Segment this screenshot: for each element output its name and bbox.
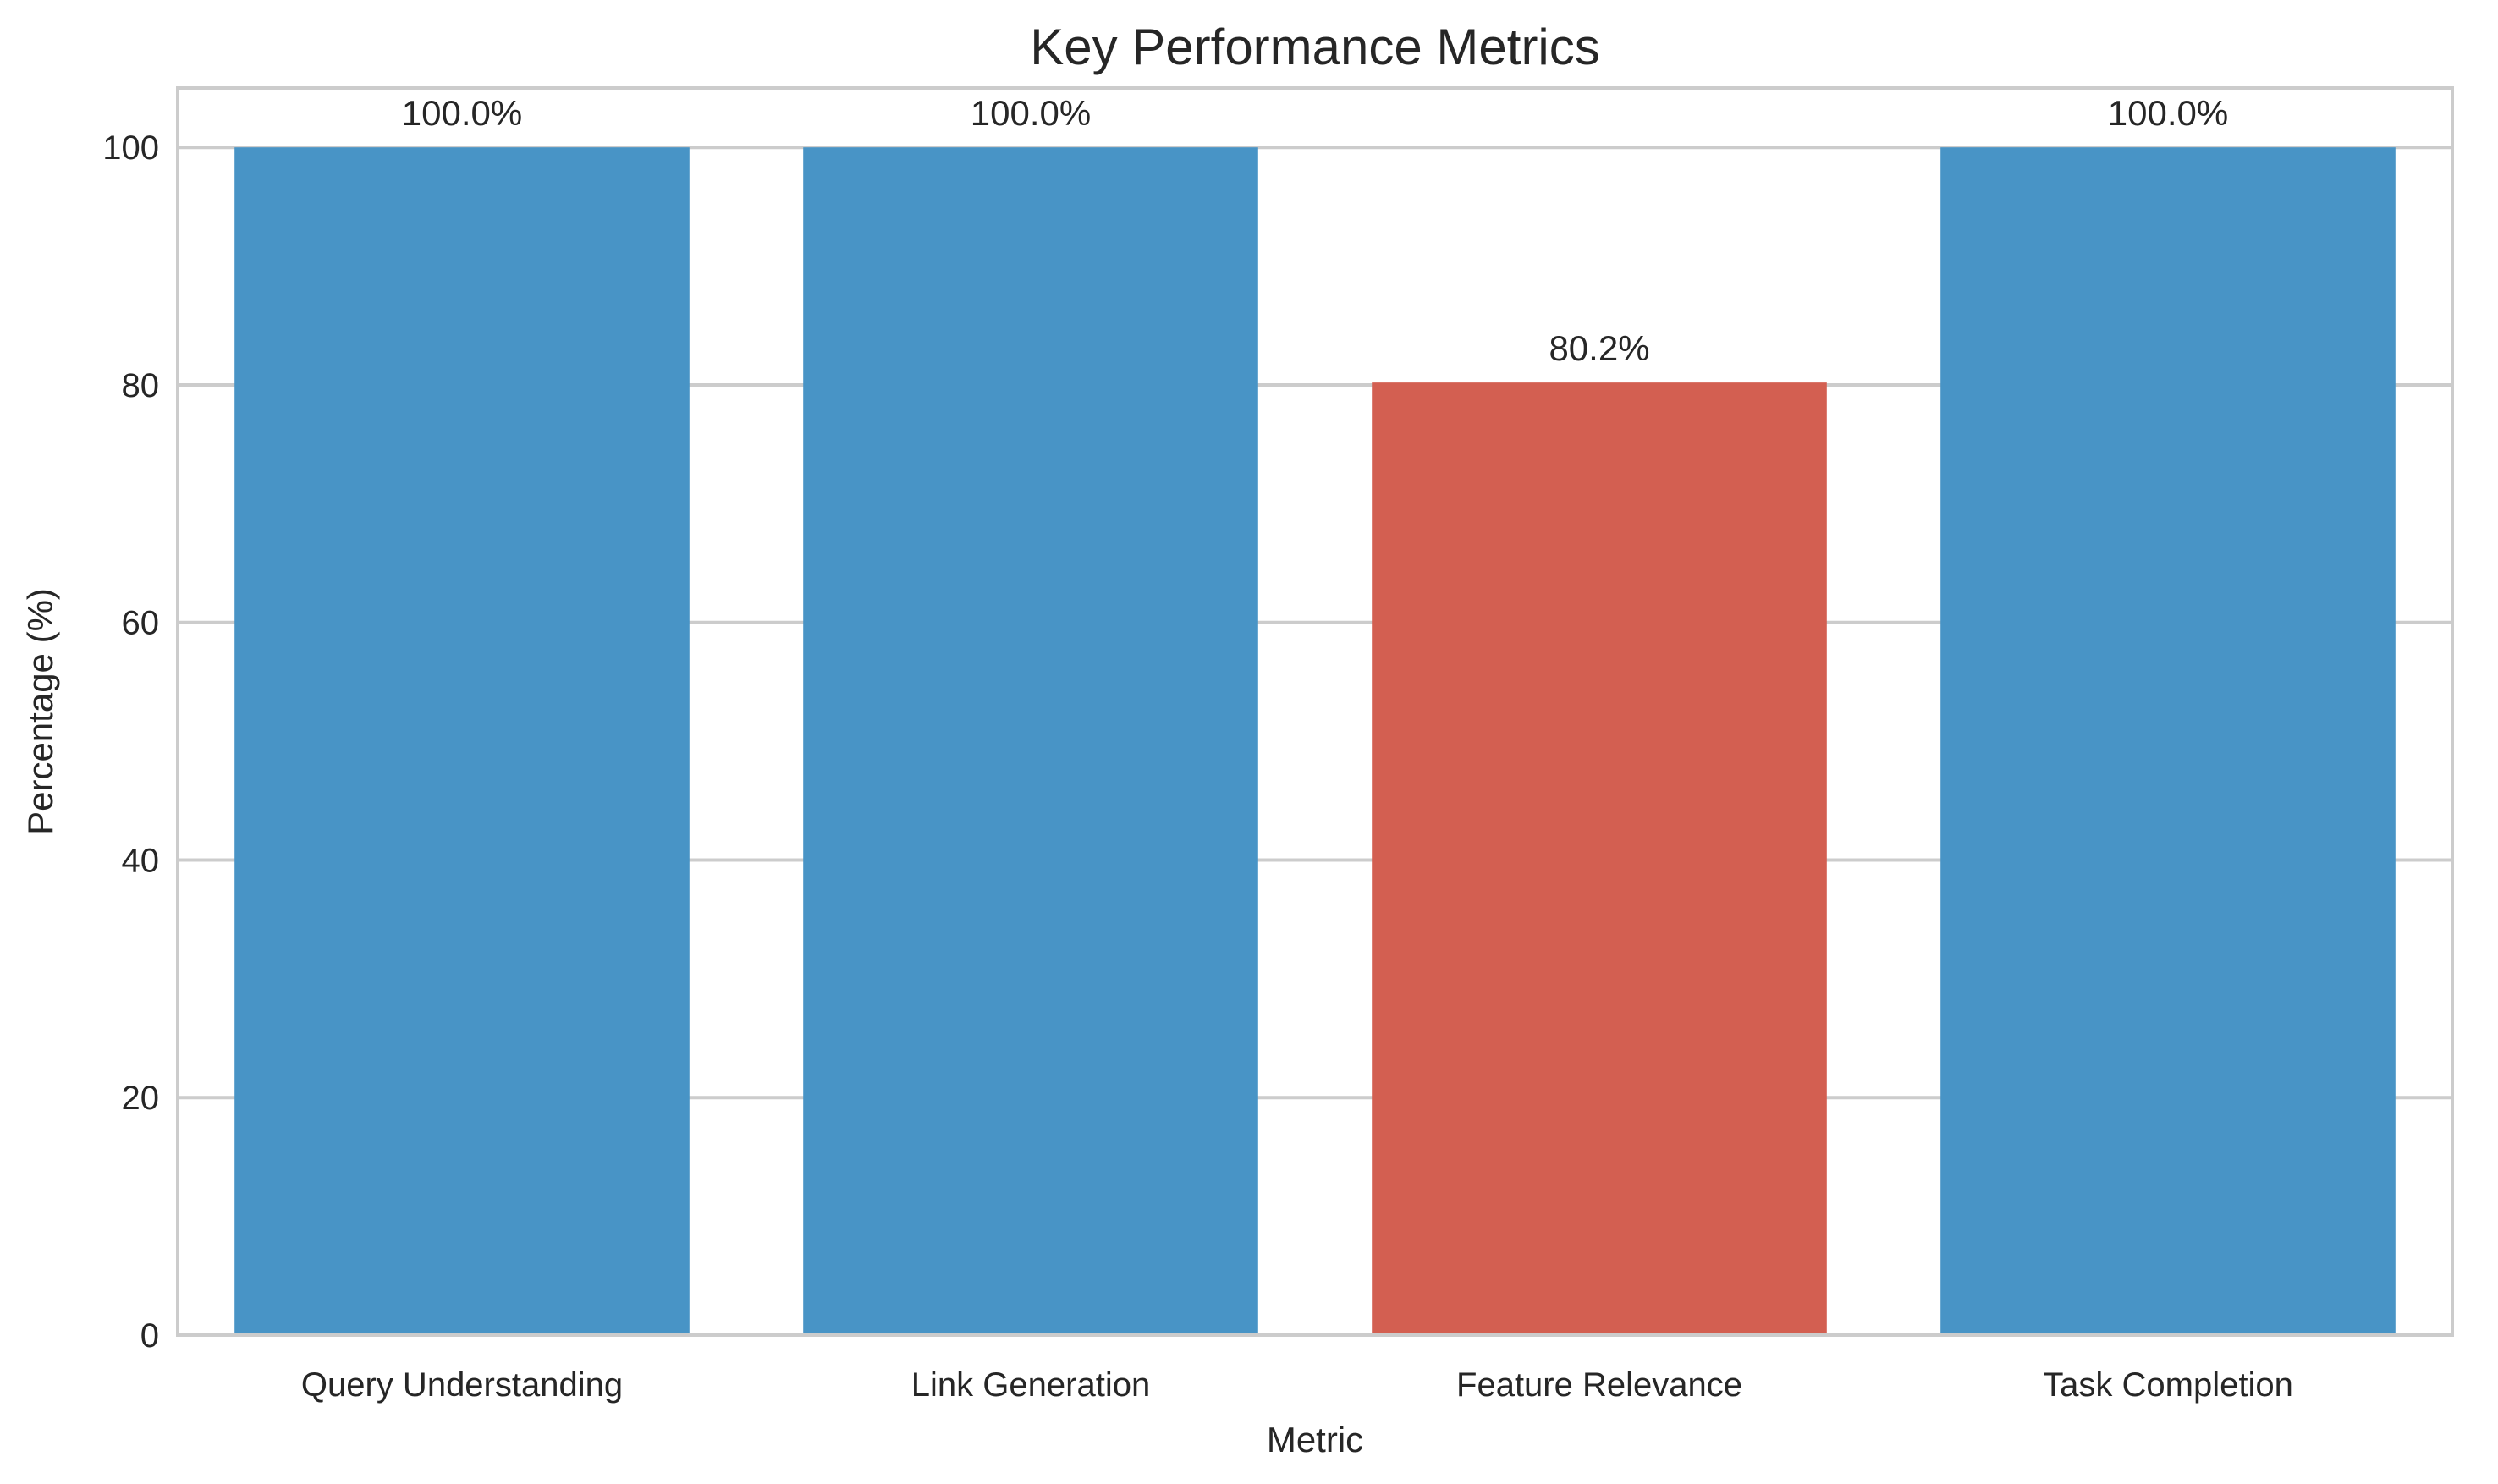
- x-tick-label: Task Completion: [2043, 1366, 2293, 1404]
- data-label: 100.0%: [2108, 93, 2228, 133]
- x-axis-ticks: Query Understanding Link Generation Featur…: [301, 1366, 2293, 1404]
- y-tick-label: 40: [122, 842, 160, 879]
- y-tick-label: 100: [102, 129, 159, 167]
- x-tick-label: Link Generation: [911, 1366, 1150, 1404]
- bar: [234, 147, 690, 1336]
- y-tick-label: 0: [140, 1317, 159, 1355]
- bar: [1372, 382, 1827, 1335]
- y-tick-label: 60: [122, 605, 160, 642]
- x-axis-label: Metric: [1267, 1420, 1363, 1459]
- y-axis-label: Percentage (%): [20, 588, 60, 835]
- data-labels: 100.0% 100.0% 80.2% 100.0%: [402, 93, 2228, 368]
- y-axis-ticks: 0 20 40 60 80 100: [102, 129, 159, 1355]
- data-label: 100.0%: [971, 93, 1091, 133]
- bar: [1940, 147, 2396, 1336]
- x-tick-label: Query Understanding: [301, 1366, 623, 1404]
- x-tick-label: Feature Relevance: [1456, 1366, 1742, 1404]
- chart-title: Key Performance Metrics: [1030, 19, 1600, 75]
- data-label: 100.0%: [402, 93, 522, 133]
- plot-frame: [176, 86, 2454, 1337]
- data-label: 80.2%: [1549, 328, 1649, 368]
- bar: [803, 147, 1258, 1336]
- y-tick-label: 80: [122, 367, 160, 404]
- bars: [234, 147, 2396, 1336]
- y-tick-label: 20: [122, 1080, 160, 1117]
